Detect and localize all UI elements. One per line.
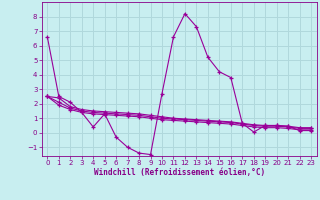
X-axis label: Windchill (Refroidissement éolien,°C): Windchill (Refroidissement éolien,°C) xyxy=(94,168,265,177)
